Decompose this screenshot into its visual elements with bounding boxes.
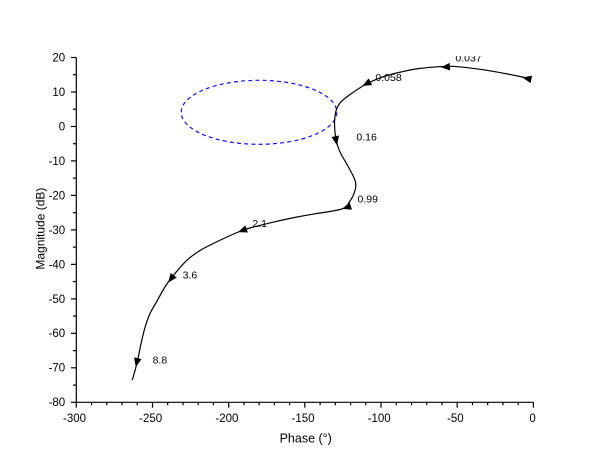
svg-text:0: 0 bbox=[59, 121, 65, 133]
svg-text:-250: -250 bbox=[139, 413, 162, 425]
svg-text:-10: -10 bbox=[49, 156, 66, 168]
svg-text:-40: -40 bbox=[49, 259, 66, 271]
svg-text:-70: -70 bbox=[49, 363, 66, 375]
svg-text:3.6: 3.6 bbox=[183, 269, 198, 281]
svg-text:0.16: 0.16 bbox=[356, 132, 377, 144]
svg-text:0.99: 0.99 bbox=[358, 193, 379, 205]
svg-text:2.1: 2.1 bbox=[252, 218, 267, 230]
svg-text:-50: -50 bbox=[49, 294, 66, 306]
svg-text:-80: -80 bbox=[49, 397, 66, 409]
svg-text:-30: -30 bbox=[49, 225, 66, 237]
svg-text:0: 0 bbox=[529, 413, 535, 425]
svg-text:-300: -300 bbox=[63, 413, 86, 425]
svg-text:-60: -60 bbox=[49, 328, 66, 340]
svg-text:Phase (°): Phase (°) bbox=[280, 431, 332, 445]
svg-text:-20: -20 bbox=[49, 190, 66, 202]
svg-text:20: 20 bbox=[52, 52, 65, 64]
svg-text:0.037: 0.037 bbox=[455, 53, 481, 65]
svg-text:-150: -150 bbox=[291, 413, 314, 425]
svg-text:-50: -50 bbox=[447, 413, 464, 425]
svg-text:-100: -100 bbox=[368, 413, 391, 425]
svg-text:-200: -200 bbox=[215, 413, 238, 425]
svg-text:0.058: 0.058 bbox=[375, 72, 401, 84]
svg-text:Magnitude (dB): Magnitude (dB) bbox=[33, 188, 47, 270]
svg-text:10: 10 bbox=[52, 87, 65, 99]
svg-text:8.8: 8.8 bbox=[153, 355, 168, 367]
